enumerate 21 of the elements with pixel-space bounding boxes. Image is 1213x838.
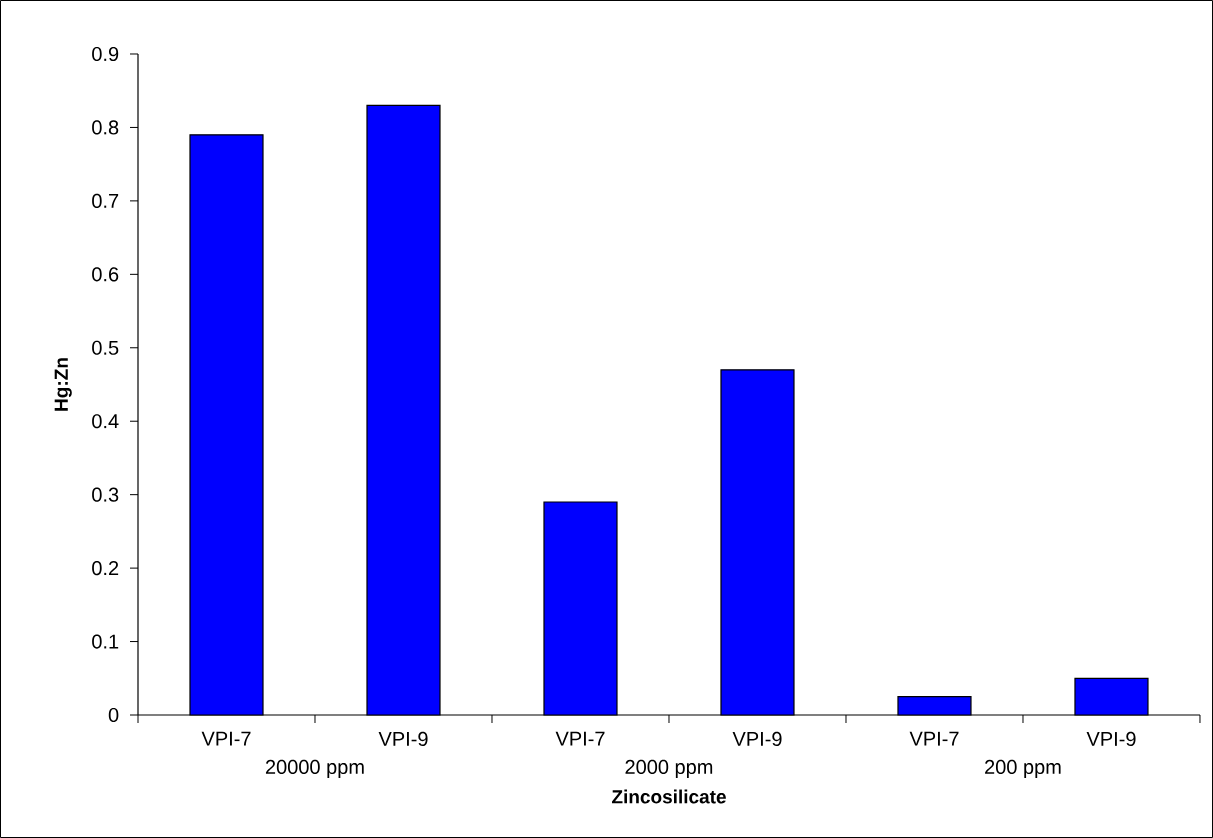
x-axis-title: Zincosilicate — [612, 789, 726, 804]
y-tick-label: 0.9 — [92, 46, 119, 62]
y-tick-label: 0.2 — [92, 561, 119, 576]
text: 2000 ppm — [625, 759, 713, 778]
y-tick-label: 0.1 — [92, 634, 119, 649]
x-tick-label: VPI-7 — [201, 731, 251, 746]
text: 200 ppm — [985, 759, 1061, 778]
y-tick-label: 0.4 — [92, 414, 119, 429]
y-tick-label: 0.8 — [92, 120, 119, 135]
y-tick-label: 0 — [108, 707, 119, 723]
y-tick-label: 0.7 — [92, 193, 119, 208]
y-tick-label: 0.5 — [92, 340, 119, 355]
x-tick-label: VPI-9 — [1086, 731, 1136, 747]
text: 20000 ppm — [265, 759, 364, 778]
x-tick-label: VPI-9 — [732, 731, 782, 747]
y-tick-label: 0.3 — [92, 487, 119, 502]
y-axis-title: Hg:Zn — [54, 358, 72, 411]
x-tick-label: VPI-7 — [909, 731, 959, 746]
x-tick-label: VPI-9 — [378, 731, 428, 747]
y-tick-label: 0.6 — [92, 267, 119, 282]
x-tick-label: VPI-7 — [555, 731, 605, 746]
